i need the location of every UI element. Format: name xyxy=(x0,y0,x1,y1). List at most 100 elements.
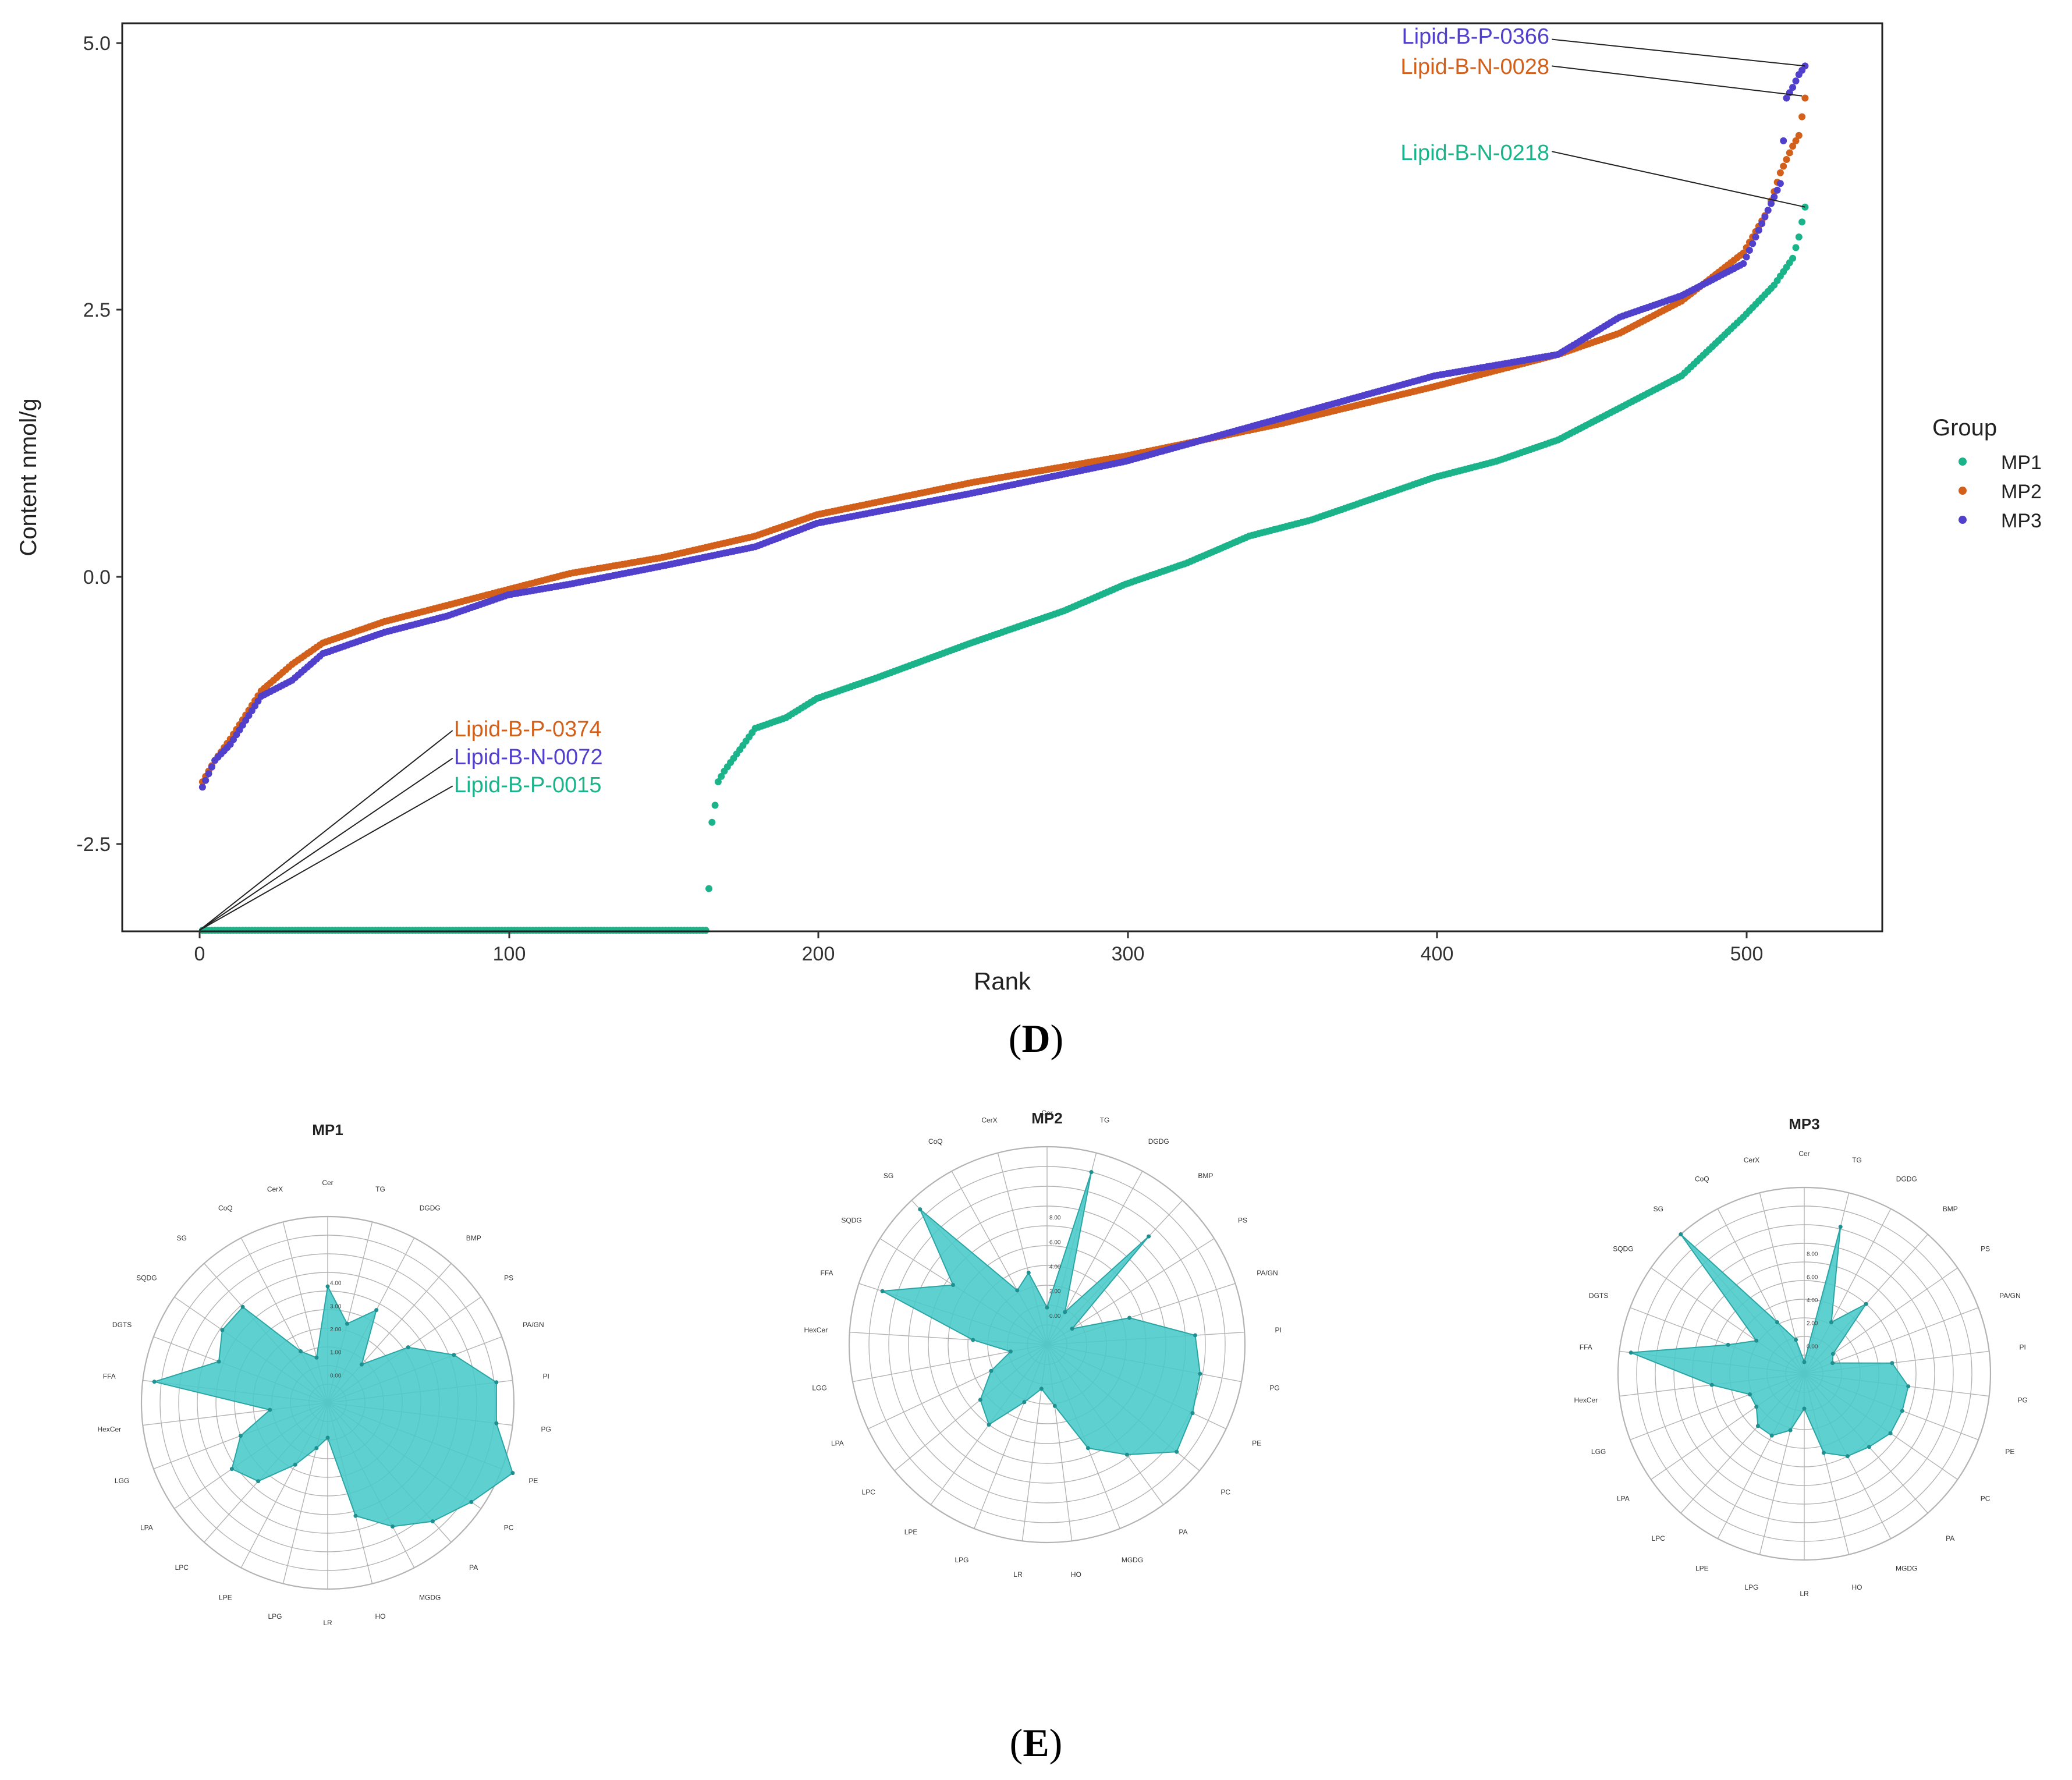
point-MP1 xyxy=(1795,233,1803,241)
panel-label-e: (E) xyxy=(0,1720,2072,1766)
radar-scale-label: 1.00 xyxy=(330,1350,342,1356)
radar-point-HexCer xyxy=(1709,1382,1714,1387)
radar-axis-label: Cer xyxy=(322,1179,333,1187)
radar-point-PG xyxy=(1198,1371,1202,1376)
point-MP3 xyxy=(1752,233,1759,241)
radar-point-SG xyxy=(240,1304,245,1309)
radar-axis-label: PS xyxy=(1981,1244,1990,1253)
point-MP1 xyxy=(718,772,725,780)
point-MP3 xyxy=(1745,247,1753,254)
radar-point-LPA xyxy=(989,1368,994,1373)
point-MP2 xyxy=(1780,162,1787,170)
radar-axis-label: PI xyxy=(1275,1326,1282,1334)
radar-axis-label: TG xyxy=(375,1185,385,1193)
radar-axis-label: SQDG xyxy=(1613,1244,1633,1253)
radar-point-FFA xyxy=(880,1289,885,1293)
radar-axis-label: HexCer xyxy=(1574,1396,1598,1405)
radar-axis-label: LR xyxy=(323,1619,332,1627)
radar-axis-label: HO xyxy=(375,1612,386,1621)
radar-axis-label: LPG xyxy=(1744,1583,1758,1591)
point-MP3 xyxy=(198,783,206,791)
radar-scale-label: 4.00 xyxy=(1049,1264,1061,1271)
radar-axis-label: CoQ xyxy=(1695,1175,1709,1183)
radar-point-PA xyxy=(430,1519,435,1524)
radar-axis-label: LPE xyxy=(219,1594,232,1602)
annotation-lipid-b-n-0028: Lipid-B-N-0028 xyxy=(1400,55,1549,79)
radar-scale-label: 8.00 xyxy=(1807,1251,1818,1258)
point-MP3 xyxy=(205,770,212,778)
radar-axis-label: LPE xyxy=(1695,1565,1709,1573)
point-MP1 xyxy=(708,818,716,826)
radar-point-CerX xyxy=(1026,1271,1031,1275)
x-tick-label: 300 xyxy=(1112,943,1145,965)
radar-chart-mp3: MP3 8.00 6.00 4.00 2.00 0.00 Cer TG DGDG BMP PS PA… xyxy=(1574,1115,2027,1598)
point-MP3 xyxy=(1789,84,1797,91)
radar-axis-label: LPG xyxy=(268,1612,282,1621)
radar-axis-label: PA xyxy=(1946,1534,1954,1543)
radar-point-HexCer xyxy=(971,1338,975,1342)
radar-axis-label: BMP xyxy=(1943,1205,1958,1213)
radar-point-PC xyxy=(1175,1449,1179,1454)
radar-point-PS xyxy=(1070,1327,1074,1331)
radar-point-LPG xyxy=(1022,1400,1027,1405)
radar-point-PI xyxy=(494,1380,499,1385)
annotation-lipid-b-p-0374: Lipid-B-P-0374 xyxy=(454,717,601,742)
x-tick-label: 200 xyxy=(802,943,835,965)
legend-title: Group xyxy=(1932,415,1997,441)
radar-point-HO xyxy=(1822,1451,1826,1455)
radar-axis-label: PG xyxy=(1269,1384,1279,1392)
radar-point-DGDG xyxy=(374,1308,379,1313)
point-MP2 xyxy=(1783,156,1790,163)
radar-point-Cer xyxy=(1802,1360,1807,1364)
radar-axis-label: SG xyxy=(177,1234,187,1242)
radar-axis-label: PA xyxy=(1179,1528,1187,1536)
panel-paren-close: ) xyxy=(1050,1016,1064,1061)
radar-spoke xyxy=(1046,1238,1215,1345)
radar-area-MP2 xyxy=(880,1172,1201,1456)
radar-axis-label: PI xyxy=(543,1372,549,1380)
radar-point-LPG xyxy=(1788,1428,1793,1432)
radar-point-Cer xyxy=(325,1284,330,1289)
radar-point-BMP xyxy=(359,1362,364,1367)
y-tick-label: 0.0 xyxy=(83,566,111,588)
point-MP3 xyxy=(1792,77,1800,85)
radar-scale-label: 4.00 xyxy=(1807,1297,1818,1304)
radar-axis-label: HO xyxy=(1071,1570,1081,1579)
radar-title: MP1 xyxy=(312,1121,343,1139)
point-MP3 xyxy=(1764,207,1772,214)
radar-point-LPC xyxy=(1755,1424,1760,1428)
radar-area-MP1 xyxy=(152,1284,514,1527)
radar-axis-label: PE xyxy=(528,1477,538,1485)
radar-point-SG xyxy=(918,1207,923,1212)
point-MP3 xyxy=(1761,213,1769,221)
point-MP2 xyxy=(1776,169,1784,176)
radar-axis-label: CerX xyxy=(981,1116,997,1125)
point-MP3 xyxy=(1773,186,1781,194)
radar-point-SQDG xyxy=(1754,1338,1759,1343)
point-MP3 xyxy=(1780,137,1787,144)
x-axis-title: Rank xyxy=(974,967,1031,995)
radar-axis-label: HexCer xyxy=(97,1426,121,1434)
radar-title: MP2 xyxy=(1031,1109,1062,1127)
radar-chart-mp1: MP1 4.00 3.00 2.00 1.00 0.00 Cer TG DGDG BMP PS PA… xyxy=(97,1121,551,1627)
radar-point-HO xyxy=(353,1513,358,1518)
radar-point-BMP xyxy=(1147,1234,1151,1239)
radar-point-TG xyxy=(1838,1225,1843,1229)
radar-point-MGDG xyxy=(1085,1446,1090,1451)
radar-axis-label: FFA xyxy=(820,1269,833,1277)
radar-axis-label: CerX xyxy=(267,1185,283,1193)
radar-point-LR xyxy=(1802,1406,1807,1411)
radar-axis-label: Cer xyxy=(1798,1150,1810,1158)
annotation-leader-line xyxy=(1552,65,1803,97)
panel-paren-close: ) xyxy=(1049,1721,1063,1765)
radar-axis-label: PA/GN xyxy=(1257,1269,1278,1277)
radar-point-LPE xyxy=(293,1462,297,1467)
radar-point-LPA xyxy=(229,1467,234,1471)
radar-axis-label: LGG xyxy=(1591,1448,1606,1456)
radar-axis-label: TG xyxy=(1100,1116,1110,1125)
annotation-leader-line xyxy=(198,730,453,931)
radar-axis-label: PA/GN xyxy=(523,1321,544,1329)
radar-point-LGG xyxy=(1748,1392,1752,1396)
radar-title: MP3 xyxy=(1789,1115,1819,1133)
radar-axis-label: CerX xyxy=(1744,1156,1759,1164)
